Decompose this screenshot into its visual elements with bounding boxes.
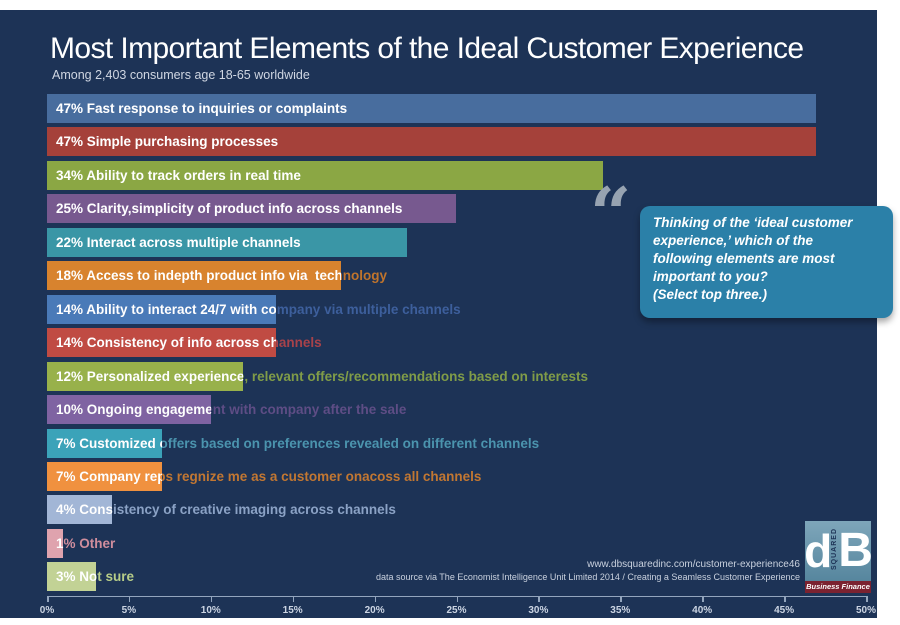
bar-label: 4% Consistency of creative imaging acros…	[56, 502, 113, 518]
axis-tick	[128, 596, 131, 602]
logo-squared-text: SQUARED	[831, 527, 839, 570]
axis-tick	[374, 596, 377, 602]
axis-tick	[702, 596, 704, 602]
bar-label-overflow: 1% Other	[56, 535, 116, 551]
bar-label: 12% Personalized experience, relevant of…	[56, 368, 244, 384]
bar-label-overflow: 47% Fast response to inquiries or compla…	[56, 101, 348, 116]
axis-tick	[866, 596, 868, 602]
bar-label: 7% Company reps regnize me as a customer…	[56, 468, 162, 484]
axis-tick-label: 20%	[364, 605, 385, 616]
survey-question-callout: Thinking of the ‘ideal customer experien…	[640, 206, 893, 318]
axis-tick	[292, 596, 295, 602]
bar-label-overflow: 47% Simple purchasing processes	[56, 134, 279, 150]
bar-label: 25% Clarity,simplicity of product info a…	[56, 201, 403, 217]
axis-tick-label: 0%	[39, 605, 55, 616]
bar-label: 34% Ability to track orders in real time	[56, 167, 301, 183]
axis-tick-label: 10%	[200, 605, 221, 616]
bar-label-overflow: 10% Ongoing engagement with company afte…	[56, 402, 407, 418]
axis-tick-label: 45%	[774, 605, 795, 616]
bar-row: 14% Consistency of info across channels 1…	[47, 328, 865, 358]
axis-tick	[620, 596, 622, 602]
bar-row: 22% Interact across multiple channels 22%…	[47, 227, 865, 257]
bar	[47, 562, 97, 592]
source-attribution: data source via The Economist Intelligen…	[375, 572, 800, 582]
axis-tick-label: 40%	[692, 605, 713, 616]
survey-question-text: Thinking of the ‘ideal customer experien…	[653, 215, 853, 302]
bar-row: 12% Personalized experience, relevant of…	[47, 361, 865, 391]
bar-chart: 47% Fast response to inquiries or compla…	[47, 94, 865, 594]
bar-label-overflow: 18% Access to indepth product info via t…	[56, 268, 388, 284]
bar-label-overflow: 3% Not sure	[56, 569, 135, 585]
bar	[47, 227, 407, 257]
source-url: www.dbsquaredinc.com/customer-experience…	[587, 559, 800, 570]
bar-label-overflow: 34% Ability to track orders in real time	[56, 167, 301, 183]
bar-label: 1% Other	[56, 535, 64, 551]
bar-label: 22% Interact across multiple channels	[56, 234, 301, 250]
bar-row: 7% Customized offers based on preference…	[47, 428, 865, 458]
bar-label: 47% Fast response to inquiries or compla…	[56, 101, 348, 116]
bar	[47, 261, 342, 291]
bar	[47, 461, 162, 491]
bar-label: 14% Consistency of info across channels	[56, 335, 277, 351]
bar-label: 3% Not sure	[56, 569, 97, 585]
axis-tick-label: 35%	[610, 605, 631, 616]
bar-label: 18% Access to indepth product info via t…	[56, 268, 342, 284]
bar-row: 25% Clarity,simplicity of product info a…	[47, 194, 865, 224]
logo-letter-b: B	[838, 524, 873, 577]
bar-label-overflow: 14% Ability to interact 24/7 with compan…	[56, 301, 461, 317]
bar-row: 47% Fast response to inquiries or compla…	[47, 94, 865, 123]
bar	[47, 528, 64, 558]
bar	[47, 94, 816, 123]
bar-label-overflow: 7% Customized offers based on preference…	[56, 435, 540, 451]
bar-row: 7% Company reps regnize me as a customer…	[47, 461, 865, 491]
axis-tick-label: 50%	[855, 605, 876, 616]
axis-tick	[47, 596, 49, 602]
dbsquared-logo: d SQUARED B Business Finance	[804, 521, 873, 593]
bar-row: 14% Ability to interact 24/7 with compan…	[47, 294, 865, 324]
axis-tick-label: 5%	[121, 605, 137, 616]
axis-tick	[456, 596, 458, 602]
logo-mark: d SQUARED B	[804, 521, 873, 581]
bar-label-overflow: 4% Consistency of creative imaging acros…	[56, 502, 396, 518]
bar-row: 10% Ongoing engagement with company afte…	[47, 395, 865, 425]
bar	[47, 194, 456, 224]
axis-tick	[784, 596, 786, 602]
bar-row: 47% Simple purchasing processes 47% Simpl…	[47, 127, 865, 157]
bar-row: 18% Access to indepth product info via t…	[47, 261, 865, 291]
bar	[47, 361, 244, 391]
bar-row: 34% Ability to track orders in real time…	[47, 160, 865, 190]
bar-label: 10% Ongoing engagement with company afte…	[56, 402, 211, 418]
bar-label: 14% Ability to interact 24/7 with compan…	[56, 301, 277, 317]
bar-row: 4% Consistency of creative imaging acros…	[47, 495, 865, 525]
source-note: www.dbsquaredinc.com/customer-experience…	[300, 558, 800, 583]
bar-label-overflow: 22% Interact across multiple channels	[56, 234, 301, 250]
bar	[47, 160, 604, 190]
logo-tagline: Business Finance	[805, 581, 871, 593]
axis-tick-label: 15%	[282, 605, 303, 616]
x-axis: 0% 5% 10% 15% 20% 25% 30% 35% 40% 45% 50%	[40, 596, 876, 625]
bar-label-overflow: 12% Personalized experience, relevant of…	[56, 368, 588, 384]
bar	[47, 495, 113, 525]
axis-tick	[538, 596, 540, 602]
bar-label: 7% Customized offers based on preference…	[56, 435, 162, 451]
quote-mark-icon: “	[590, 171, 632, 256]
logo-letter-d: d	[804, 525, 832, 577]
bar-label: 47% Simple purchasing processes	[56, 134, 279, 150]
page-title: Most Important Elements of the Ideal Cus…	[50, 32, 804, 65]
bar-label-overflow: 14% Consistency of info across channels	[56, 335, 322, 351]
bar	[47, 428, 162, 458]
bar	[47, 294, 277, 324]
bar	[47, 328, 277, 358]
bar-label-overflow: 25% Clarity,simplicity of product info a…	[56, 201, 403, 217]
bar	[47, 127, 816, 157]
axis-tick	[210, 596, 213, 602]
bar-label-overflow: 7% Company reps regnize me as a customer…	[56, 468, 482, 484]
bar	[47, 395, 211, 425]
axis-tick-label: 30%	[528, 605, 549, 616]
page-subtitle: Among 2,403 consumers age 18-65 worldwid…	[52, 68, 310, 82]
axis-tick-label: 25%	[446, 605, 467, 616]
